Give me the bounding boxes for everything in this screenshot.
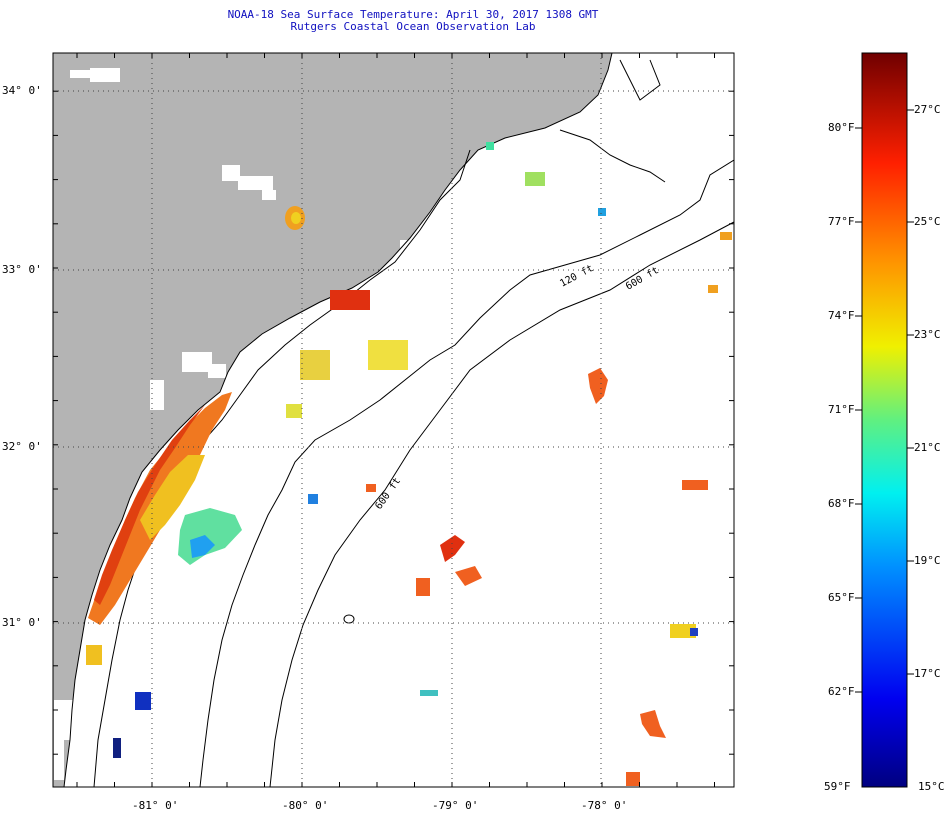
- sst-patch-gulfstream: [588, 368, 608, 404]
- cbar-c-19: 19°C: [914, 554, 941, 567]
- sst-patch-yellow-1: [300, 350, 330, 380]
- sst-patch-yellow-3: [286, 404, 302, 418]
- land-area: [53, 53, 612, 787]
- sst-patch-east-blue: [690, 628, 698, 636]
- lat-label-34: 34° 0': [2, 84, 42, 97]
- sst-patch-offshore-orange: [455, 566, 482, 586]
- sst-patch-nearshore-red: [330, 290, 370, 310]
- cbar-f-77: 77°F: [828, 215, 855, 228]
- sst-patch-north-2: [598, 208, 606, 216]
- chart-title: NOAA-18 Sea Surface Temperature: April 3…: [227, 8, 599, 21]
- sst-patch-blue: [135, 692, 151, 710]
- cbar-c-17: 17°C: [914, 667, 941, 680]
- sst-patch-yellow-2: [368, 340, 408, 370]
- cbar-c-25: 25°C: [914, 215, 941, 228]
- map-frame: [52, 52, 735, 788]
- sst-patch-north-1: [525, 172, 545, 186]
- cbar-c-23: 23°C: [914, 328, 941, 341]
- cbar-f-71: 71°F: [828, 403, 855, 416]
- sst-patch-east-2: [670, 624, 696, 638]
- cbar-f-62: 62°F: [828, 685, 855, 698]
- cbar-f-74: 74°F: [828, 309, 855, 322]
- cbar-f-65: 65°F: [828, 591, 855, 604]
- cbar-f-68: 68°F: [828, 497, 855, 510]
- coastline: [63, 53, 613, 787]
- sst-patch-cool-core: [190, 535, 215, 558]
- sst-patch-small-3: [308, 494, 318, 504]
- sst-patch-coastal-inner: [94, 405, 205, 605]
- colorbar-gradient: [861, 52, 908, 788]
- lon-label-81: -81° 0': [132, 799, 179, 812]
- cbar-c-27: 27°C: [914, 103, 941, 116]
- map-ticks: [53, 53, 734, 787]
- sst-patch-offshore-orange-2: [416, 578, 430, 596]
- lon-label-80: -80° 0': [282, 799, 329, 812]
- sst-patch-north-3: [486, 142, 494, 150]
- inner-shelf-line: [93, 149, 471, 787]
- lon-label-78: -78° 0': [581, 799, 628, 812]
- sst-patch-coastal-yellow: [140, 455, 205, 540]
- colorbar-ticks: [855, 109, 914, 693]
- isobath-600ft: [269, 221, 734, 787]
- sst-patch-small-1: [420, 690, 438, 696]
- sst-patch-south-1: [640, 710, 666, 738]
- sst-patch-north-4: [720, 232, 732, 240]
- isobath-120ft: [199, 159, 734, 787]
- lat-label-32: 32° 0': [2, 440, 42, 453]
- sound-coastline: [559, 59, 666, 183]
- cbar-f-80: 80°F: [828, 121, 855, 134]
- sst-patch-darkblue: [113, 738, 121, 758]
- cbar-f-59: 59°F: [824, 780, 851, 793]
- lat-label-31: 31° 0': [2, 616, 42, 629]
- inland-water: [54, 68, 418, 780]
- cbar-c-21: 21°C: [914, 441, 941, 454]
- lat-label-33: 33° 0': [2, 263, 42, 276]
- lon-label-79: -79° 0': [432, 799, 479, 812]
- cbar-c-15: 15°C: [918, 780, 944, 793]
- sst-patch-south-coast: [86, 645, 102, 665]
- sst-patch-small-4: [366, 484, 376, 492]
- chart-subtitle: Rutgers Coastal Ocean Observation Lab: [290, 20, 536, 33]
- sst-patch-small-2: [708, 285, 718, 293]
- sst-patch-east-1: [682, 480, 708, 490]
- sst-patch-lake-core: [291, 212, 301, 224]
- sst-patch-south-2: [626, 772, 640, 786]
- graticule: [53, 53, 734, 787]
